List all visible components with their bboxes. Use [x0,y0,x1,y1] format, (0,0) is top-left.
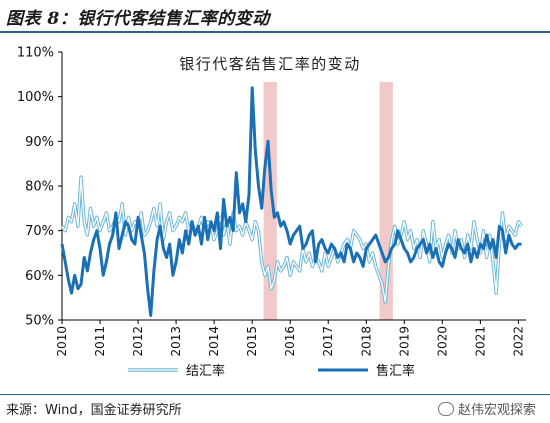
bottom-rule [0,394,550,395]
y-tick-label: 80% [25,180,54,195]
y-tick-label: 110% [17,46,54,61]
wechat-icon [437,401,454,416]
x-tick-label: 2022 [511,326,525,357]
legend-label-1: 售汇率 [376,363,415,379]
y-tick-label: 100% [17,90,54,105]
x-tick-label: 2011 [93,326,107,357]
legend: 结汇率 售汇率 [128,363,415,379]
figure-title: 图表 8：银行代客结售汇率的变动 [6,9,270,29]
x-tick-label: 2010 [55,326,69,357]
legend-label-0: 结汇率 [186,363,225,379]
watermark-label: 赵伟宏观探索 [457,403,536,418]
y-tick-label: 90% [25,135,54,150]
axes [58,51,526,324]
x-tick-label: 2018 [359,326,373,357]
series-lines [60,86,523,317]
y-tick-label: 70% [25,224,54,239]
y-tick-label: 60% [25,269,54,284]
chart-title: 银行代客结售汇率的变动 [179,55,361,73]
x-tick-label: 2020 [435,326,449,357]
x-tick-label: 2017 [321,326,335,357]
series-line-1 [60,86,522,317]
shaded-regions [263,82,393,320]
watermark: 赵伟宏观探索 [437,399,536,418]
x-tick-label: 2013 [169,326,183,357]
x-tick-label: 2012 [131,326,145,357]
x-tick-label: 2015 [245,326,259,357]
x-tick-label: 2021 [473,326,487,357]
chart: 50% 60% 70% 80% 90% 100% 110% 2010 2011 2012 2013 2… [17,46,526,379]
title-rule [0,31,550,33]
y-tick-label: 50% [25,314,54,329]
x-tick-label: 2014 [207,326,221,357]
source-note: 来源：Wind，国金证券研究所 [6,403,182,418]
x-tick-label: 2016 [283,326,297,357]
x-tick-label: 2019 [397,326,411,357]
tick-labels: 50% 60% 70% 80% 90% 100% 110% 2010 2011 2012 2013 2… [17,46,526,357]
